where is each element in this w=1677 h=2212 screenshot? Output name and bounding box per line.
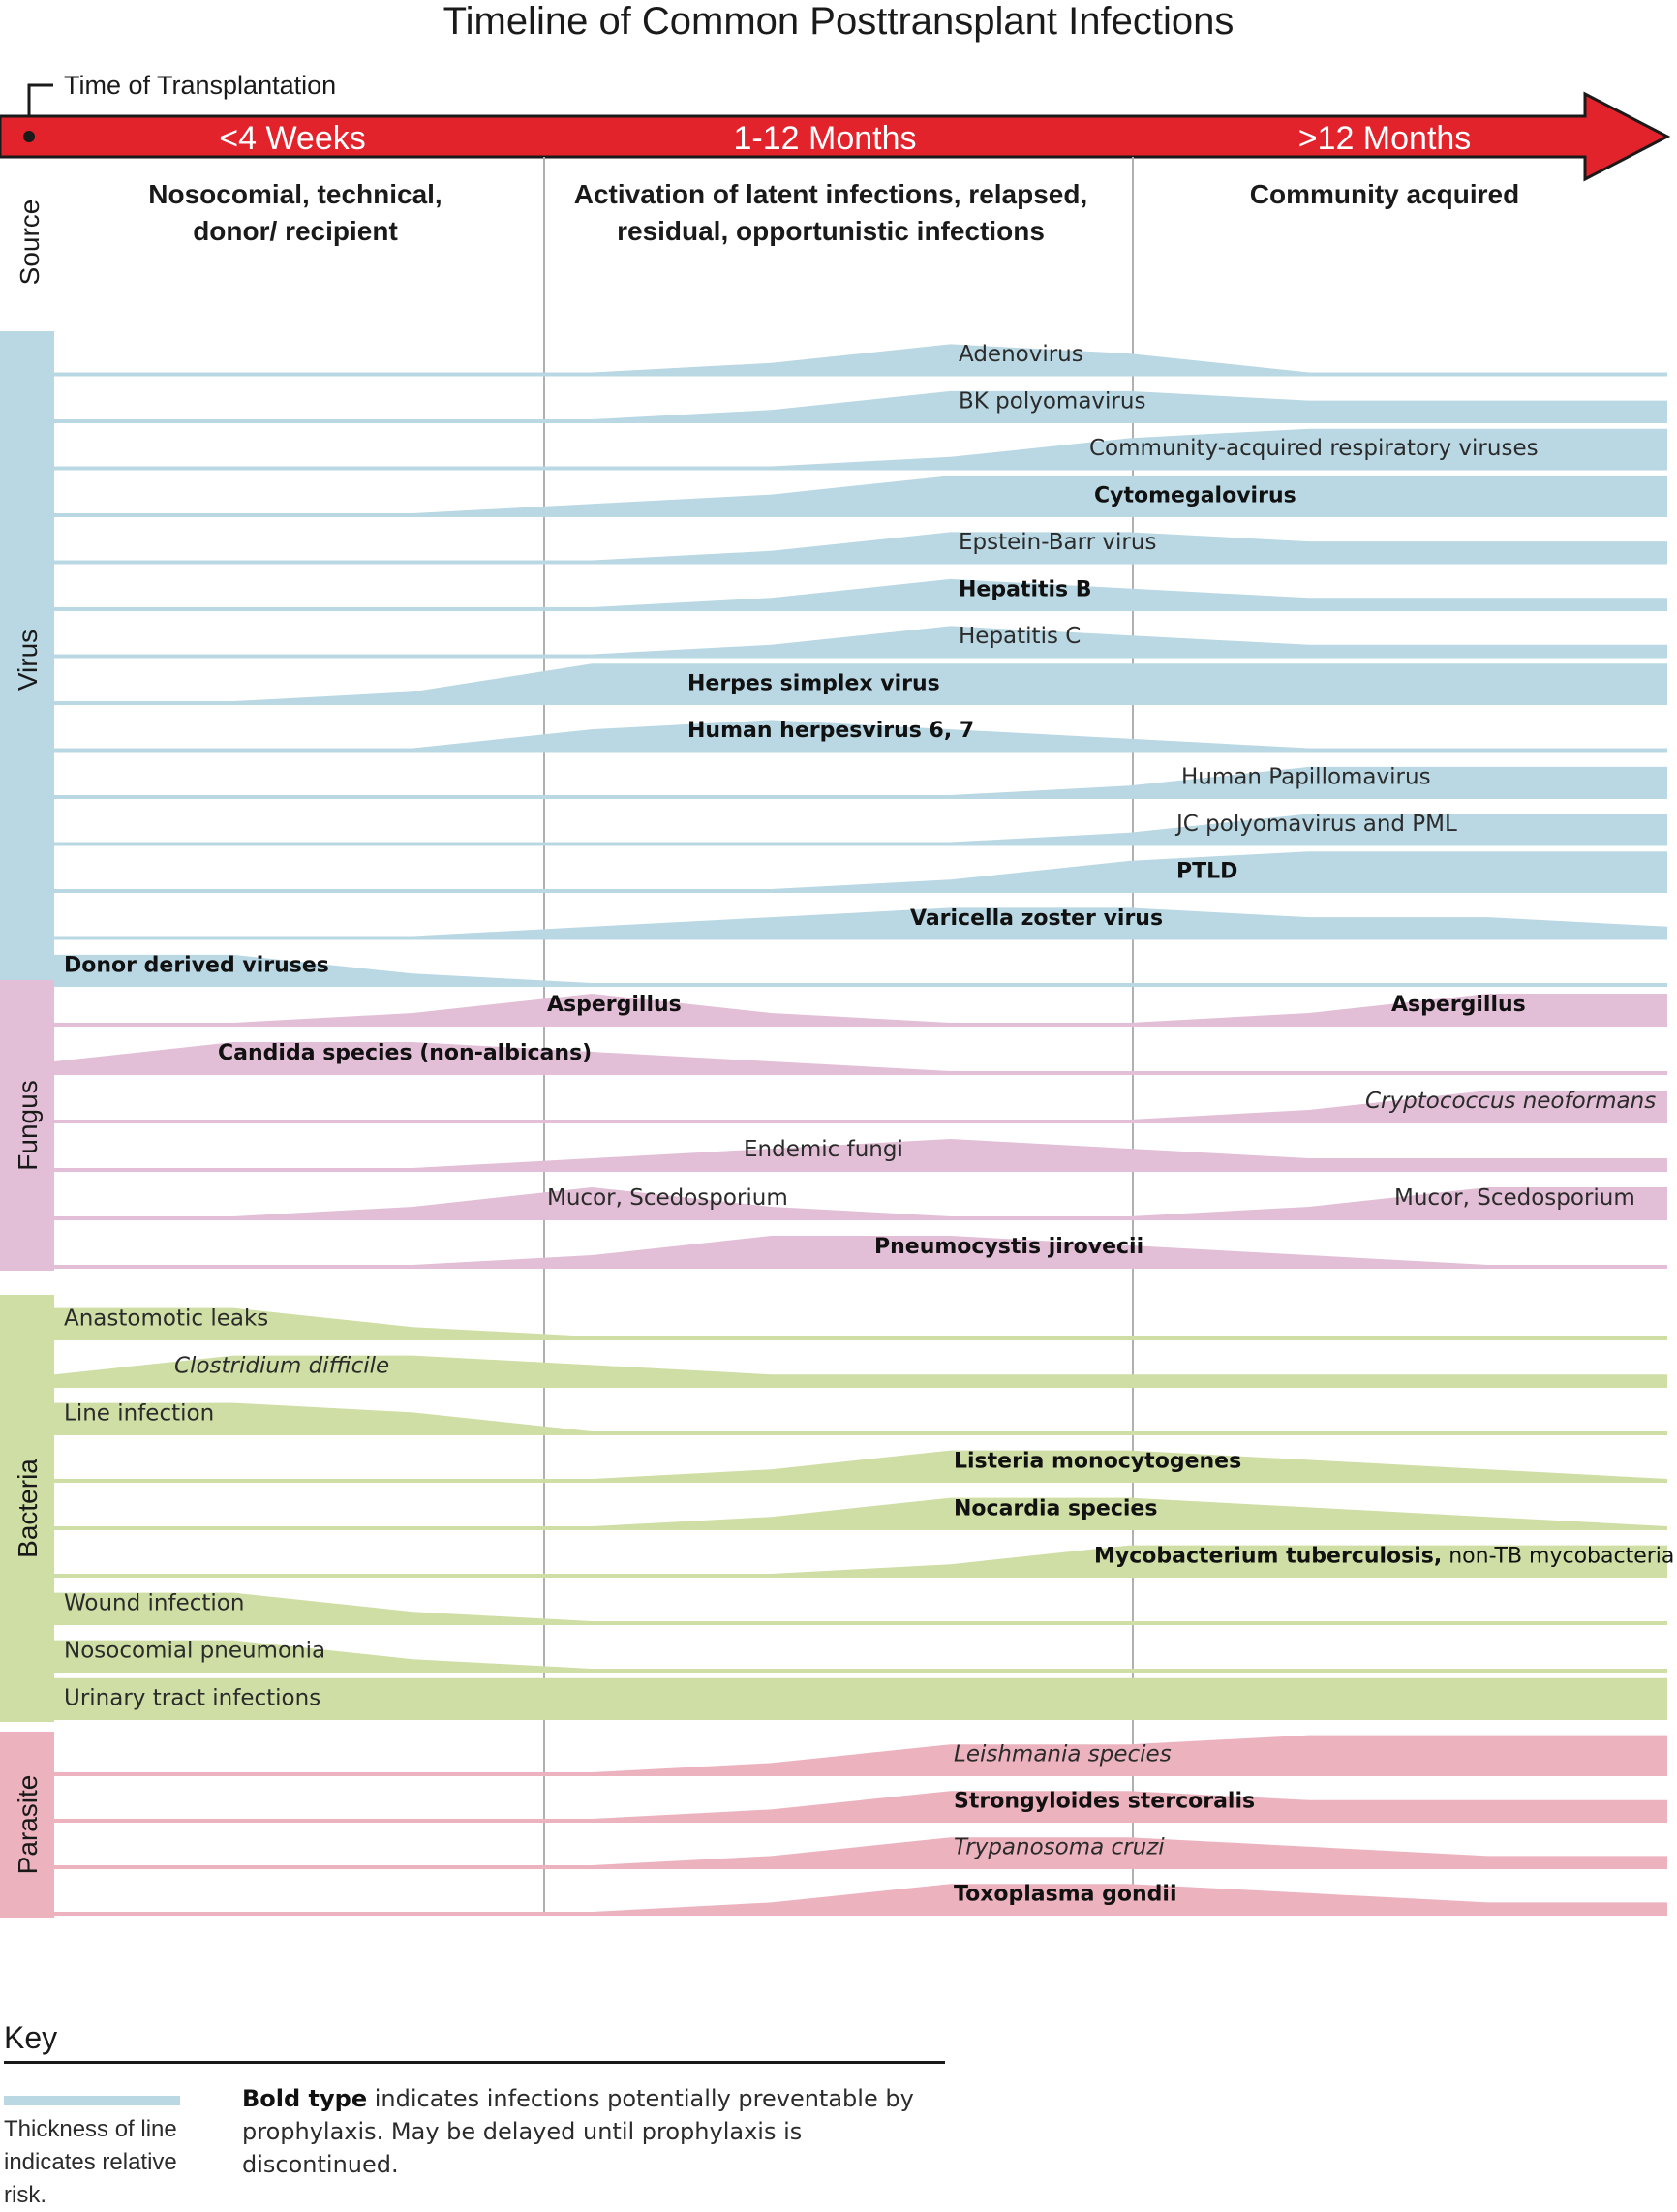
key-bold-desc: indicates infections potentially prevent…: [242, 2085, 914, 2178]
infection-label: Human herpesvirus 6, 7: [687, 719, 974, 743]
infection-label: Hepatitis B: [959, 577, 1092, 601]
infection-label: Nocardia species: [954, 1496, 1157, 1521]
risk-band-virus-13: [54, 954, 1667, 987]
infection-label-late: Mucor, Scedosporium: [1394, 1185, 1635, 1211]
risk-band-parasite-3: [54, 1884, 1667, 1916]
infection-label: Candida species (non-albicans): [218, 1041, 592, 1065]
source-desc-1-line-1: residual, opportunistic infections: [617, 216, 1045, 246]
infection-label: Nosocomial pneumonia: [64, 1638, 325, 1663]
period-label-2: >12 Months: [1298, 120, 1472, 157]
risk-band-virus-9: [54, 766, 1667, 799]
source-desc-2-line-0: Community acquired: [1250, 179, 1519, 209]
risk-band-fungus-5: [54, 1236, 1667, 1269]
infection-label: Pneumocystis jirovecii: [874, 1235, 1143, 1259]
transplant-point: [23, 131, 35, 142]
infection-label: Clostridium difficile: [174, 1353, 389, 1378]
infection-label: Trypanosoma cruzi: [954, 1835, 1165, 1860]
infection-label: Donor derived viruses: [64, 953, 329, 977]
category-bar-bacteria: [0, 1295, 54, 1722]
category-bar-virus: [0, 331, 54, 989]
infection-label: Strongyloides stercoralis: [954, 1790, 1255, 1814]
time-of-transplantation-label: Time of Transplantation: [64, 71, 336, 100]
source-desc-0-line-1: donor/ recipient: [193, 216, 398, 246]
infection-label: Urinary tract infections: [64, 1685, 320, 1710]
period-label-0: <4 Weeks: [219, 120, 366, 157]
infection-label: Line infection: [64, 1400, 214, 1426]
risk-band-parasite-2: [54, 1837, 1667, 1869]
risk-band-bacteria-4: [54, 1497, 1667, 1530]
category-label-parasite: Parasite: [13, 1775, 43, 1875]
period-label-1: 1-12 Months: [734, 120, 917, 157]
risk-band-virus-2: [54, 428, 1667, 471]
category-label-virus: Virus: [13, 630, 43, 691]
risk-band-fungus-0: [54, 994, 1667, 1027]
categories-layer: Virus Adenovirus BK polyomavirus Community-…: [0, 331, 1674, 1918]
category-label-bacteria: Bacteria: [13, 1459, 43, 1558]
key-rule: [4, 2061, 945, 2064]
infection-label: Toxoplasma gondii: [954, 1883, 1177, 1907]
infection-label: Epstein-Barr virus: [959, 530, 1156, 555]
risk-band-bacteria-3: [54, 1450, 1667, 1483]
risk-band-virus-4: [54, 532, 1667, 565]
risk-band-bacteria-6: [54, 1592, 1667, 1625]
diagram-title: Timeline of Common Posttransplant Infect…: [442, 0, 1235, 43]
infection-label: Adenovirus: [959, 342, 1083, 367]
infection-label: Community-acquired respiratory viruses: [1089, 436, 1539, 461]
source-desc-0-line-0: Nosocomial, technical,: [148, 179, 442, 209]
risk-band-parasite-0: [54, 1735, 1667, 1776]
infection-label: Herpes simplex virus: [687, 671, 940, 695]
risk-band-virus-11: [54, 851, 1667, 893]
risk-band-bacteria-1: [54, 1355, 1667, 1388]
category-label-fungus: Fungus: [13, 1080, 43, 1170]
source-label: Source: [15, 200, 45, 286]
key-bold-text: Bold type indicates infections potential…: [242, 2082, 920, 2181]
risk-band-virus-10: [54, 814, 1667, 846]
risk-band-bacteria-2: [54, 1402, 1667, 1435]
infection-label: Cryptococcus neoformans: [1365, 1089, 1656, 1114]
risk-band-virus-12: [54, 907, 1667, 940]
category-bar-fungus: [0, 980, 54, 1271]
risk-band-bacteria-0: [54, 1307, 1667, 1340]
infection-label: JC polyomavirus and PML: [1174, 812, 1457, 837]
infection-label-suffix: non-TB mycobacteria: [1442, 1544, 1674, 1568]
infection-label: BK polyomavirus: [959, 388, 1145, 414]
risk-band-fungus-1: [54, 1042, 1667, 1075]
risk-band-virus-3: [54, 476, 1667, 517]
infection-label: Wound infection: [64, 1590, 244, 1615]
key-line-swatch: [4, 2096, 180, 2105]
infection-label: Cytomegalovirus: [1094, 483, 1296, 507]
infection-label: PTLD: [1176, 859, 1237, 883]
infection-label: Listeria monocytogenes: [954, 1449, 1241, 1473]
risk-band-bacteria-5: [54, 1545, 1667, 1578]
infection-label: Mycobacterium tuberculosis, non-TB mycob…: [1094, 1544, 1674, 1568]
infection-label: Aspergillus: [547, 993, 682, 1017]
infection-label: Mucor, Scedosporium: [547, 1185, 788, 1211]
infection-label: Anastomotic leaks: [64, 1306, 268, 1331]
risk-band-virus-8: [54, 720, 1667, 753]
timeline-arrow: [0, 91, 1671, 182]
risk-band-bacteria-7: [54, 1640, 1667, 1673]
risk-band-bacteria-8: [54, 1677, 1667, 1720]
infection-label: Varicella zoster virus: [910, 906, 1163, 931]
infection-label-late: Aspergillus: [1391, 993, 1526, 1017]
risk-band-fungus-4: [54, 1187, 1667, 1220]
infection-label: Human Papillomavirus: [1181, 764, 1431, 789]
key-bold-lead: Bold type: [242, 2085, 368, 2112]
key-line-text: Thickness of line indicates relative ris…: [4, 2116, 177, 2208]
source-desc-1-line-0: Activation of latent infections, relapse…: [574, 179, 1088, 209]
timeline-diagram: Time of Transplantation <4 Weeks 1-12 Mo…: [0, 71, 1674, 1918]
risk-band-fungus-2: [54, 1091, 1667, 1123]
infection-label: Leishmania species: [954, 1742, 1172, 1767]
risk-band-virus-6: [54, 626, 1667, 659]
risk-band-virus-5: [54, 578, 1667, 611]
key-title: Key: [4, 2020, 58, 2055]
infection-label: Hepatitis C: [959, 624, 1081, 649]
category-bar-parasite: [0, 1732, 54, 1918]
infection-label: Endemic fungi: [744, 1137, 903, 1162]
risk-band-parasite-1: [54, 1791, 1667, 1823]
risk-band-virus-7: [54, 663, 1667, 705]
risk-band-fungus-3: [54, 1139, 1667, 1172]
risk-band-virus-0: [54, 344, 1667, 377]
risk-band-virus-1: [54, 390, 1667, 423]
